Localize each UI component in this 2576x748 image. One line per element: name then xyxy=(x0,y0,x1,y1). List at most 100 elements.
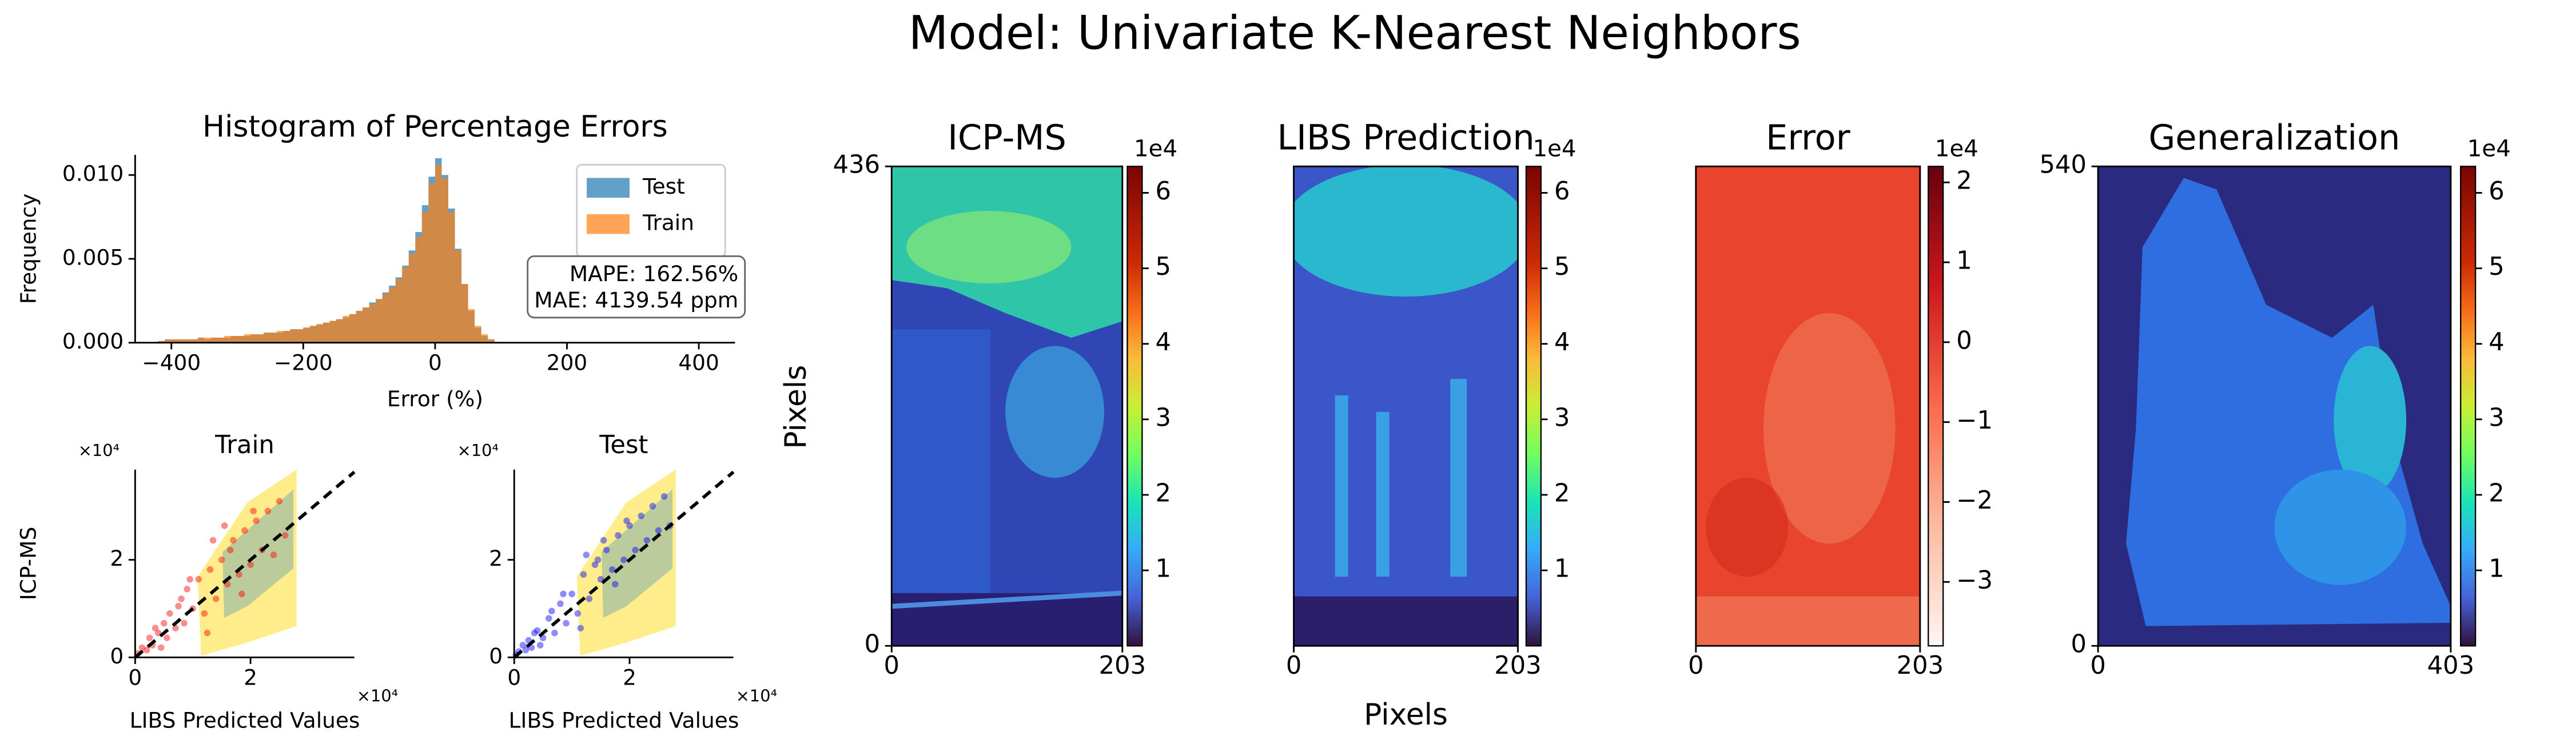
histogram-bar xyxy=(408,254,416,343)
colorbar-tick-label: 4 xyxy=(2489,328,2505,357)
x-tick-label: 0 xyxy=(884,651,900,680)
histogram-bar xyxy=(296,329,304,343)
histogram-bar xyxy=(224,335,231,343)
histogram-bar xyxy=(290,329,297,343)
scatter-point xyxy=(522,646,529,654)
scatter-point xyxy=(195,576,202,583)
histogram-bar xyxy=(376,299,383,343)
scatter-point xyxy=(623,517,630,525)
histogram-bar xyxy=(165,339,172,343)
histogram-bar xyxy=(349,314,356,343)
x-offset-label: ×10⁴ xyxy=(357,686,398,706)
scatter-point xyxy=(632,546,639,554)
x-axis-label: LIBS Predicted Values xyxy=(130,707,360,733)
histogram-bar xyxy=(303,327,310,343)
colorbar xyxy=(1525,166,1542,647)
y-tick-label: 0 xyxy=(489,643,503,669)
histogram-bar xyxy=(244,334,251,343)
colorbar-tick-label: 6 xyxy=(1155,177,1171,206)
legend-label: Test xyxy=(642,174,685,199)
colorbar-tick-label: 5 xyxy=(2489,253,2505,281)
scatter-point xyxy=(583,551,590,558)
colorbar-tick-label: 2 xyxy=(1554,479,1570,507)
histogram-bar xyxy=(270,333,277,343)
histogram-bar xyxy=(382,294,389,343)
colorbar-tick-label: 5 xyxy=(1155,253,1171,281)
colorbar-offset-label: 1e4 xyxy=(1134,135,1177,162)
histogram-bar xyxy=(323,322,330,343)
colorbar-tick-label: 2 xyxy=(1155,479,1171,507)
colorbar xyxy=(1928,166,1944,647)
scatter-point xyxy=(626,522,633,529)
scatter-point xyxy=(531,629,538,637)
scatter-point xyxy=(247,561,254,568)
scatter-point xyxy=(152,625,159,631)
colorbar-tick-label: −2 xyxy=(1956,486,1993,515)
scatter-point xyxy=(230,537,237,544)
histogram-bar xyxy=(369,304,376,343)
colorbar-tick-label: 4 xyxy=(1554,328,1570,357)
histogram-bar xyxy=(435,165,442,343)
scatter-point xyxy=(612,581,619,588)
axes-frame xyxy=(1293,165,1519,647)
scatter-point xyxy=(204,629,211,637)
y-tick-label: 0 xyxy=(865,630,881,659)
x-tick-label: −200 xyxy=(274,350,333,375)
y-tick-label: 0 xyxy=(2071,630,2087,659)
x-tick-label: 0 xyxy=(2090,651,2106,680)
colorbar-tick-label: 1 xyxy=(1956,247,1972,275)
x-tick-label: 0 xyxy=(128,665,142,690)
prediction-bands xyxy=(197,469,676,656)
histogram-bar xyxy=(421,211,429,343)
scatter-point xyxy=(551,629,558,637)
shared-y-label: Pixels xyxy=(779,365,813,449)
histogram-bar xyxy=(309,326,317,343)
scatter-point xyxy=(615,532,622,539)
generalization-image xyxy=(2098,166,2451,646)
x-tick-label: 0 xyxy=(428,350,442,375)
histogram-bar xyxy=(197,337,205,343)
colorbar xyxy=(1126,166,1143,647)
scatter-point xyxy=(212,595,220,602)
scatter-point xyxy=(238,590,245,598)
scatter-point xyxy=(166,610,173,617)
x-tick-label: 0 xyxy=(507,665,521,690)
scatter-point xyxy=(649,502,656,510)
axes-frame xyxy=(890,165,1124,647)
figure-title: Model: Univariate K-Nearest Neighbors xyxy=(909,6,1801,60)
histogram-bar xyxy=(343,315,350,343)
colorbar-tick-label: −1 xyxy=(1956,406,1993,435)
annotation: MAPE: 162.56% xyxy=(570,261,738,286)
scatter-point xyxy=(157,644,165,651)
scatter-point xyxy=(568,590,575,598)
y-offset-label: ×10⁴ xyxy=(457,441,499,460)
colorbar-tick-label: 2 xyxy=(1956,167,1972,195)
chart-title: Error xyxy=(1766,118,1850,158)
histogram-bar xyxy=(336,319,343,343)
y-axis-label: Frequency xyxy=(15,194,41,305)
colorbar-tick-label: 6 xyxy=(2489,177,2505,206)
scatter-point xyxy=(186,576,193,583)
y-tick-label: 0.000 xyxy=(62,329,124,354)
colorbar xyxy=(2460,166,2477,647)
scatter-point xyxy=(548,607,555,615)
scatter-point xyxy=(164,634,170,642)
colorbar-tick-label: 0 xyxy=(1956,326,1972,355)
annotation: MAE: 4139.54 ppm xyxy=(534,287,738,313)
scatter-point xyxy=(241,527,248,534)
x-tick-label: −400 xyxy=(142,350,201,375)
scatter-point xyxy=(276,498,283,505)
y-tick-label: 0 xyxy=(110,643,124,669)
scatter-point xyxy=(660,493,668,500)
scatter-point xyxy=(586,595,593,602)
scatter-point xyxy=(178,595,185,602)
scatter-point xyxy=(175,603,182,610)
histogram-bar xyxy=(395,279,403,343)
scatter-point xyxy=(655,527,662,534)
colorbar-tick-label: 2 xyxy=(2489,479,2505,507)
scatter-point xyxy=(519,642,527,649)
scatter-point xyxy=(620,556,627,563)
scatter-point xyxy=(591,561,599,568)
histogram-bar xyxy=(468,309,475,343)
y-tick-label: 2 xyxy=(489,546,503,571)
